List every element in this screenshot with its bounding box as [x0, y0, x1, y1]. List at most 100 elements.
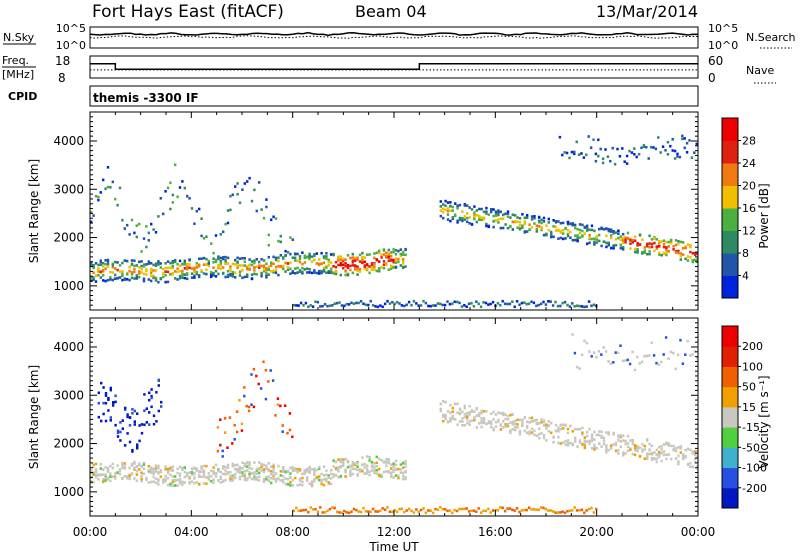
velocity-echo-cell — [121, 466, 124, 470]
velocity-colorbar-tick: -15 — [742, 421, 760, 434]
velocity-echo-cell — [388, 510, 392, 513]
velocity-echo-cell — [219, 443, 222, 447]
velocity-echo-cell — [303, 469, 306, 472]
power-echo-cell — [655, 238, 658, 241]
power-echo-cell — [270, 218, 273, 222]
velocity-echo-cell — [600, 445, 603, 448]
velocity-echo-cell — [660, 445, 663, 448]
velocity-echo-cell — [133, 420, 136, 423]
power-echo-cell — [217, 257, 220, 260]
velocity-echo-cell — [607, 431, 610, 434]
velocity-echo-cell — [419, 508, 423, 512]
velocity-echo-cell — [694, 450, 697, 453]
cpid-program: themis -3300 IF — [93, 91, 199, 105]
velocity-echo-cell — [562, 441, 565, 444]
power-echo-cell — [653, 237, 656, 240]
velocity-echo-cell — [308, 467, 311, 470]
velocity-echo-cell — [638, 454, 642, 458]
power-echo-cell — [480, 217, 483, 221]
velocity-echo-cell — [166, 467, 170, 471]
power-echo-cell — [299, 301, 303, 305]
power-echo-cell — [394, 257, 398, 260]
power-echo-cell — [188, 263, 191, 266]
velocity-echo-cell — [116, 435, 120, 438]
power-echo-cell — [690, 156, 694, 159]
power-echo-cell — [410, 303, 413, 307]
velocity-echo-cell — [643, 444, 646, 448]
velocity-echo-cell — [332, 459, 335, 462]
velocity-echo-cell — [243, 473, 246, 476]
velocity-echo-cell — [363, 472, 366, 475]
velocity-echo-cell — [655, 448, 658, 452]
velocity-echo-cell — [614, 351, 617, 354]
power-echo-cell — [686, 259, 690, 262]
velocity-echo-cell — [587, 507, 591, 511]
velocity-echo-cell — [222, 465, 225, 468]
velocity-echo-cell — [458, 407, 462, 410]
velocity-echo-cell — [350, 510, 353, 513]
velocity-echo-cell — [521, 418, 524, 422]
power-echo-cell — [463, 215, 466, 218]
velocity-echo-cell — [480, 409, 483, 413]
power-echo-cell — [542, 300, 545, 304]
power-echo-cell — [492, 220, 495, 223]
power-echo-cell — [296, 252, 299, 256]
power-echo-cell — [320, 251, 323, 255]
power-echo-cell — [193, 268, 196, 271]
velocity-echo-cell — [130, 462, 134, 466]
power-echo-cell — [178, 264, 182, 268]
velocity-echo-cell — [679, 338, 682, 342]
x-tick-label: 08:00 — [275, 525, 310, 539]
power-echo-cell — [590, 304, 593, 308]
power-echo-cell — [586, 227, 589, 231]
velocity-echo-cell — [243, 462, 246, 465]
velocity-echo-cell — [207, 475, 210, 478]
power-echo-cell — [370, 266, 374, 269]
velocity-echo-cell — [470, 409, 474, 412]
velocity-echo-cell — [490, 425, 493, 429]
velocity-echo-cell — [369, 510, 372, 514]
power-echo-cell — [466, 212, 469, 215]
power-echo-cell — [277, 239, 280, 243]
power-echo-cell — [162, 275, 165, 279]
power-echo-cell — [262, 268, 266, 271]
velocity-echo-cell — [404, 462, 407, 465]
power-echo-cell — [159, 262, 162, 265]
velocity-echo-cell — [385, 464, 388, 467]
power-echo-cell — [622, 232, 625, 236]
power-echo-cell — [606, 155, 610, 158]
velocity-echo-cell — [361, 456, 364, 459]
power-echo-cell — [466, 204, 469, 207]
velocity-echo-cell — [550, 431, 553, 435]
power-echo-cell — [574, 234, 577, 238]
velocity-echo-cell — [143, 423, 146, 427]
power-echo-cell — [176, 195, 179, 199]
velocity-echo-cell — [686, 447, 690, 451]
power-echo-cell — [219, 261, 222, 265]
power-echo-cell — [145, 273, 148, 276]
power-echo-cell — [313, 253, 316, 256]
velocity-echo-cell — [676, 353, 680, 357]
velocity-echo-cell — [135, 469, 138, 473]
velocity-echo-cell — [636, 355, 639, 359]
velocity-echo-cell — [351, 461, 354, 464]
velocity-echo-cell — [142, 461, 146, 465]
velocity-echo-cell — [174, 484, 177, 487]
power-echo-cell — [272, 255, 275, 259]
power-echo-cell — [535, 230, 538, 233]
power-echo-cell — [150, 261, 153, 265]
velocity-echo-cell — [169, 484, 172, 487]
velocity-echo-cell — [358, 468, 362, 471]
power-echo-cell — [685, 151, 689, 154]
power-echo-cell — [207, 264, 210, 268]
velocity-echo-cell — [482, 417, 486, 420]
power-echo-cell — [135, 224, 138, 227]
power-echo-cell — [682, 241, 685, 244]
power-echo-cell — [159, 266, 162, 269]
power-echo-cell — [99, 191, 102, 194]
power-echo-cell — [448, 302, 452, 306]
velocity-echo-cell — [544, 507, 548, 511]
power-echo-cell — [535, 224, 538, 228]
power-colorbar-label: Power [dB] — [757, 183, 771, 248]
velocity-echo-cell — [140, 471, 143, 475]
